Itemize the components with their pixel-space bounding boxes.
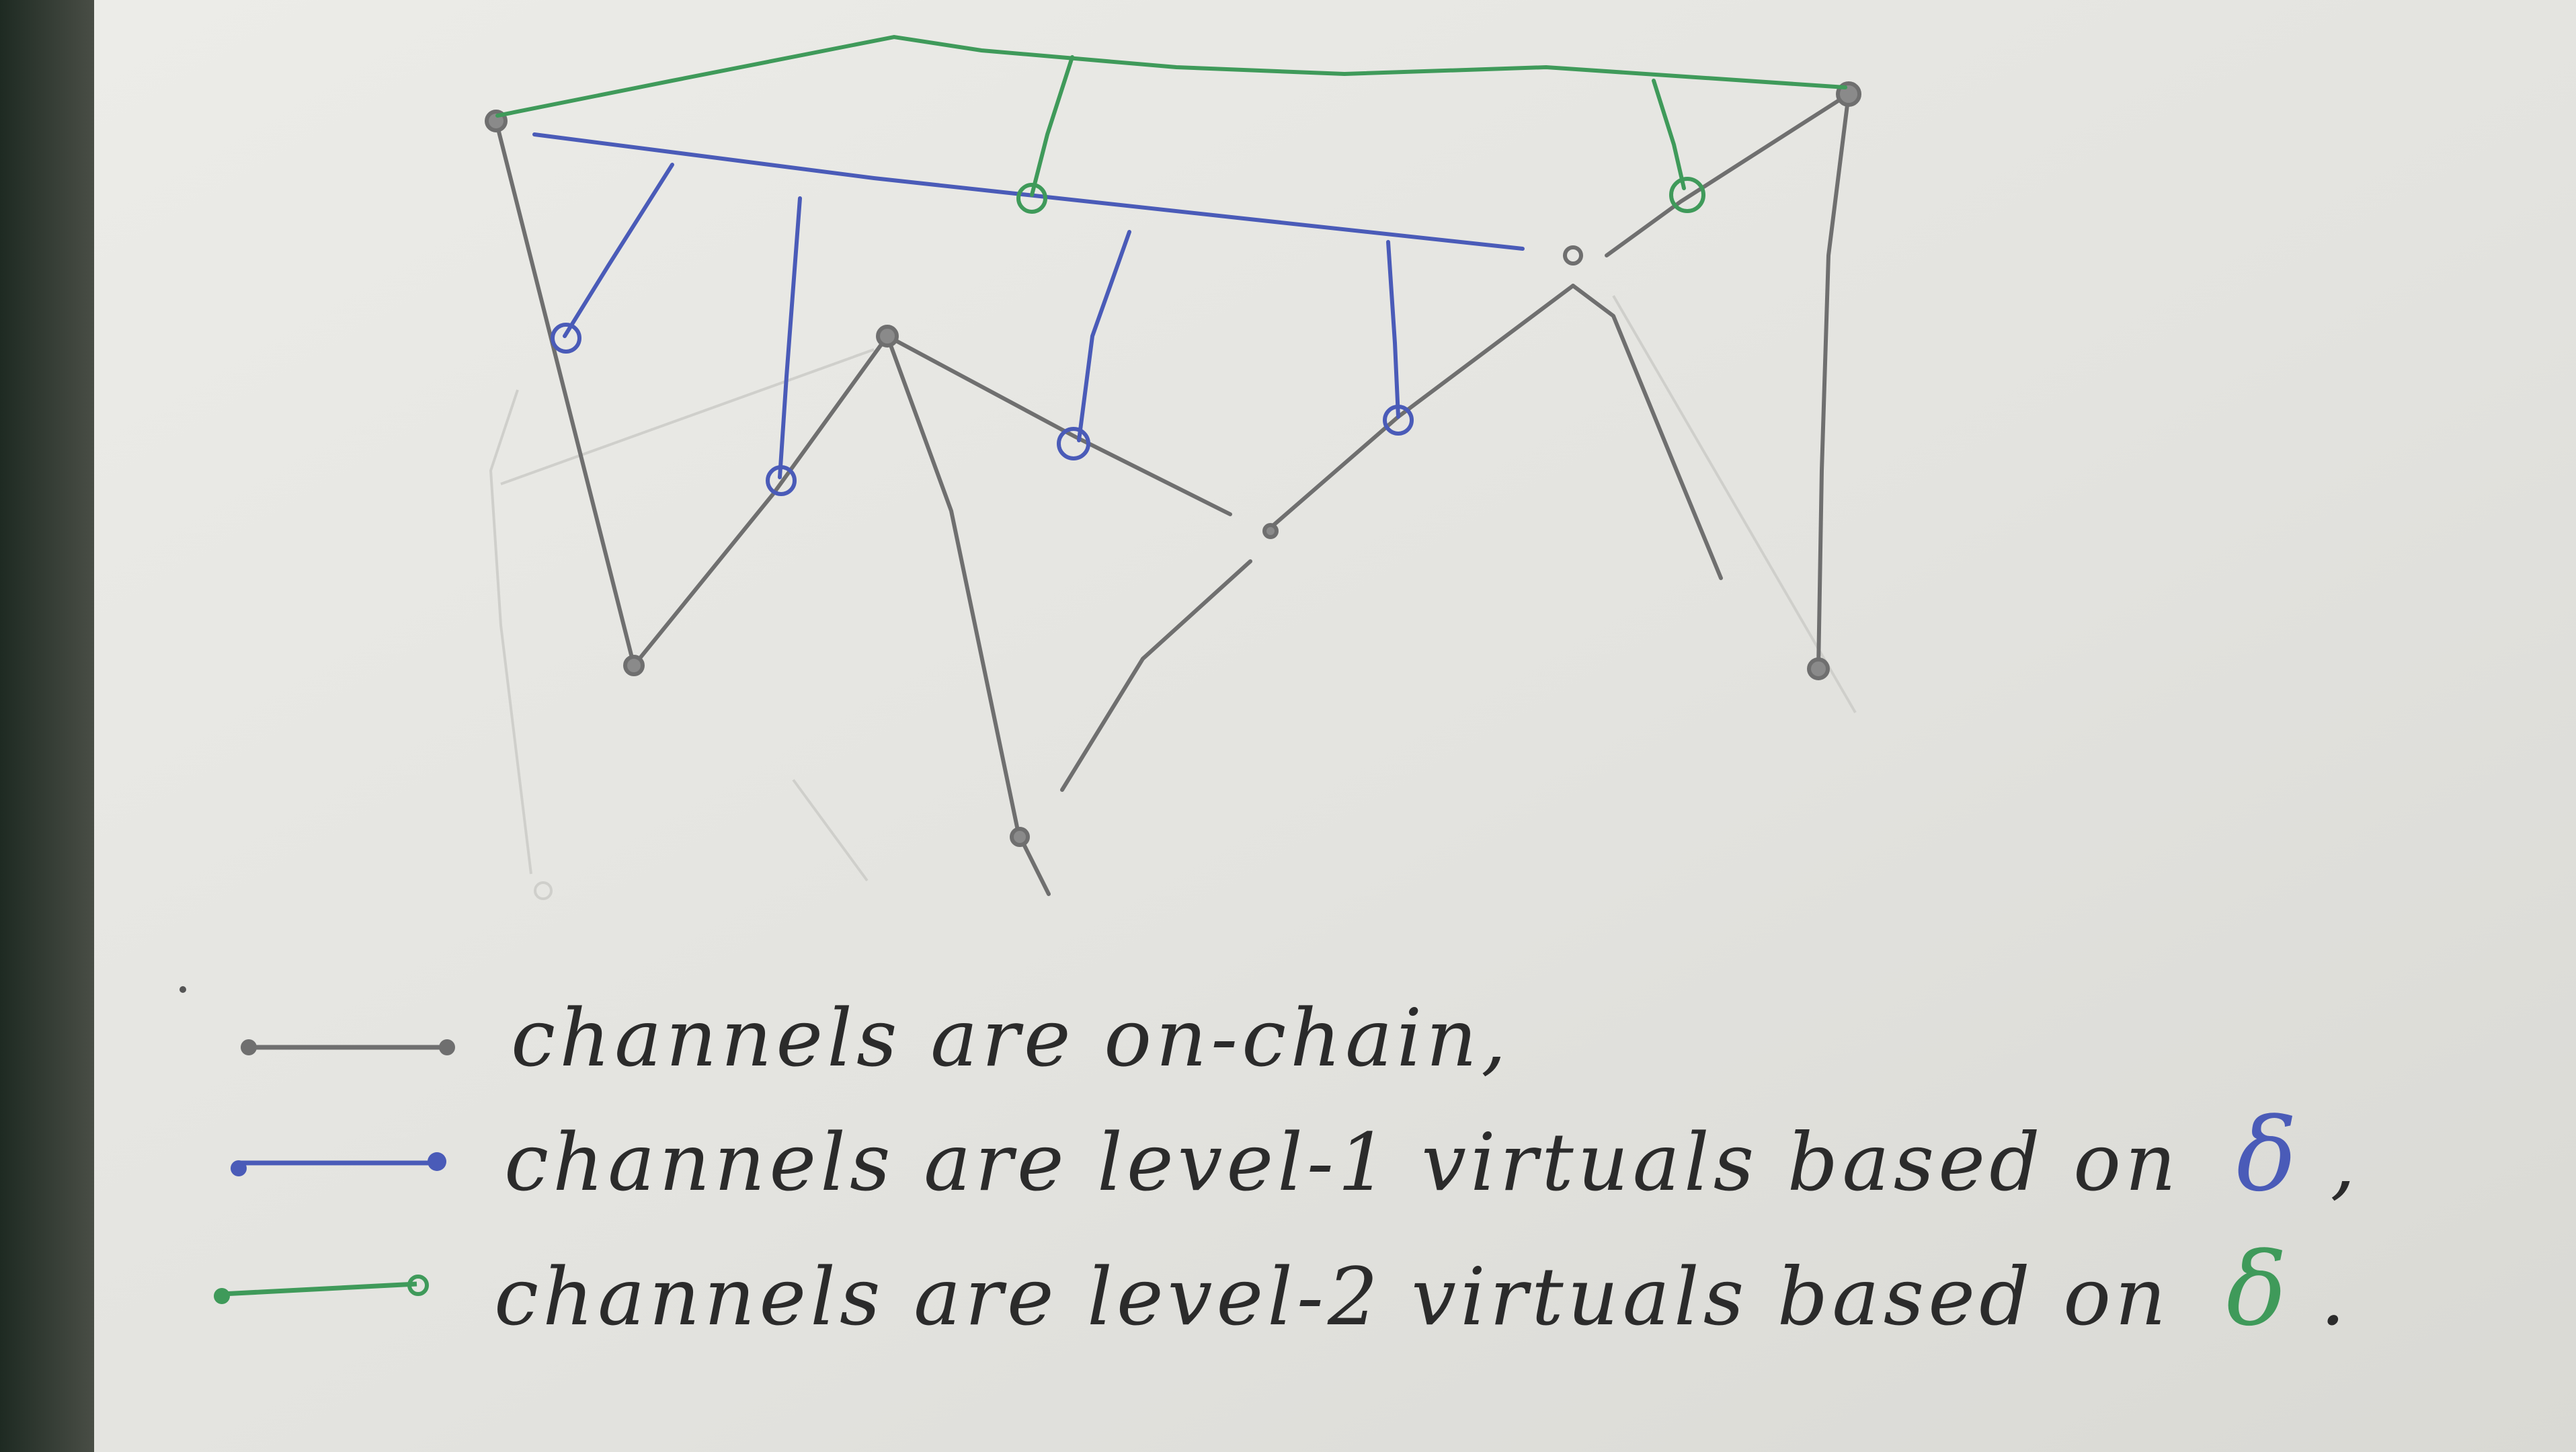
legend-text-level-2-main: channels are level-2 virtuals based on	[494, 1250, 2170, 1343]
on-chain-edge	[632, 334, 889, 668]
on-chain-edge	[1605, 92, 1851, 257]
legend-tail-level-1: ,	[2331, 1116, 2360, 1209]
legend-glyph-level-2: δ	[2226, 1232, 2291, 1348]
on-chain-edge	[1571, 284, 1723, 580]
node	[1383, 405, 1414, 436]
on-chain-edge	[494, 119, 636, 668]
node	[1010, 827, 1030, 847]
on-chain-edge	[885, 334, 1051, 896]
level-2-nodes	[1016, 177, 1705, 214]
level-1-edge	[532, 132, 1525, 251]
legend-text-on-chain: channels are on-chain,	[511, 992, 1511, 1084]
legend-sample-level-1	[231, 1152, 446, 1176]
node	[1016, 183, 1047, 214]
legend-text-level-2: channels are level-2 virtuals based on δ…	[494, 1232, 2349, 1348]
legend-text-level-1: channels are level-1 virtuals based on δ…	[504, 1097, 2360, 1214]
level-1-network	[532, 132, 1525, 479]
node	[1563, 245, 1583, 266]
level-1-edge	[778, 196, 802, 479]
node	[1807, 657, 1830, 680]
level-1-edge	[1386, 240, 1400, 419]
legend-glyph-level-1: δ	[2237, 1097, 2301, 1214]
level-1-edge	[1077, 230, 1131, 442]
level-1-edge	[563, 163, 674, 338]
node	[876, 325, 899, 348]
level-2-edge	[1030, 55, 1074, 197]
node	[623, 655, 645, 676]
legend-text-level-1-main: channels are level-1 virtuals based on	[504, 1116, 2180, 1209]
node	[1057, 427, 1090, 460]
node	[766, 465, 797, 496]
level-1-nodes	[551, 323, 1414, 496]
legend-sample-level-2	[214, 1275, 429, 1304]
paper-sheet	[94, 0, 2576, 1452]
legend-sample-on-chain	[241, 1039, 455, 1055]
on-chain-edge	[1816, 92, 1851, 671]
level-2-edge	[1652, 79, 1686, 190]
level-2-edge	[495, 34, 1847, 118]
stray-dot	[179, 986, 186, 993]
on-chain-edge	[885, 334, 1232, 516]
erased-marks	[489, 294, 1857, 900]
node	[551, 323, 581, 354]
on-chain-nodes	[485, 81, 1861, 847]
node	[1262, 523, 1279, 539]
level-2-network	[495, 34, 1847, 197]
desk-edge	[0, 0, 101, 1452]
node	[1669, 177, 1705, 213]
legend-tail-level-2: .	[2321, 1250, 2350, 1343]
on-chain-edge	[1060, 559, 1252, 792]
